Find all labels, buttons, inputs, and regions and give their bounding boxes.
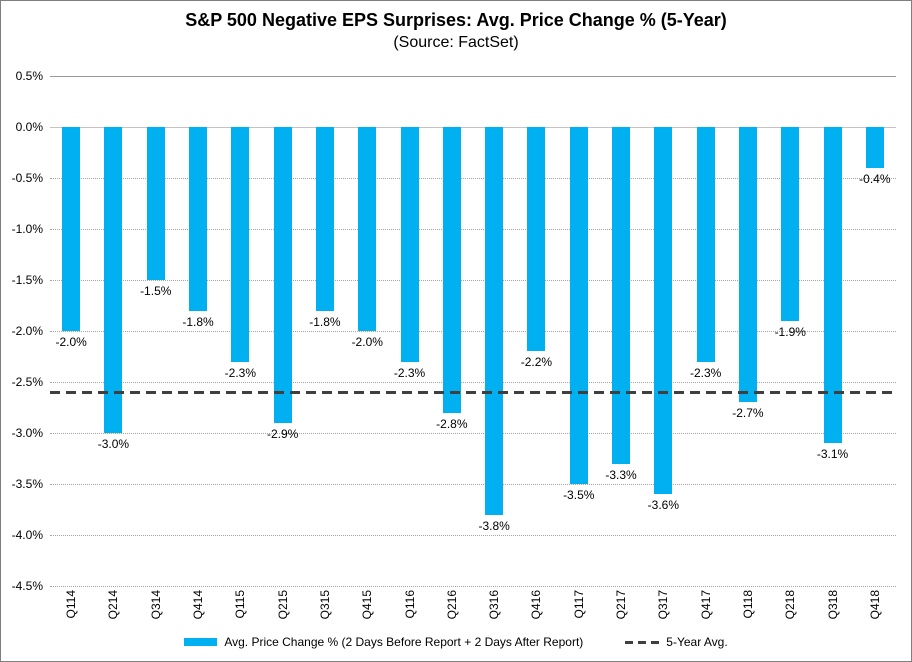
bar-value-label: -2.8% — [436, 416, 468, 431]
bar-value-label: -2.3% — [689, 365, 722, 380]
x-tick-label: Q414 — [191, 590, 206, 620]
bar — [654, 127, 673, 495]
x-tick-label: Q117 — [571, 590, 586, 619]
bar-value-label: -3.1% — [816, 447, 849, 462]
x-tick-label: Q415 — [360, 590, 375, 620]
bar-value-label: -2.9% — [266, 426, 299, 441]
bar-value-label: -1.5% — [140, 284, 172, 298]
y-gridline — [50, 331, 896, 332]
bar-value-label: -0.4% — [859, 171, 891, 186]
bar-value-label: -3.5% — [563, 488, 595, 502]
bar — [612, 127, 631, 464]
x-tick-label: Q214 — [106, 590, 121, 620]
y-gridline — [50, 229, 896, 230]
bar — [189, 127, 208, 311]
y-tick-label: -1.5% — [11, 273, 43, 287]
y-tick-label: -2.5% — [11, 375, 43, 389]
y-gridline — [50, 484, 896, 485]
y-gridline — [50, 535, 896, 536]
legend: Avg. Price Change % (2 Days Before Repor… — [1, 635, 911, 649]
y-tick-label: -1.0% — [11, 222, 43, 236]
x-tick-label: Q216 — [444, 590, 459, 620]
y-tick-label: 0.5% — [15, 69, 43, 83]
x-tick-label: Q118 — [740, 590, 755, 619]
y-gridline — [50, 382, 896, 383]
legend-line-label: 5-Year Avg. — [666, 635, 728, 649]
bar-value-label: -3.0% — [97, 437, 130, 451]
x-tick-label: Q417 — [698, 590, 713, 620]
y-gridline — [50, 433, 896, 434]
bar-value-label: -2.3% — [224, 365, 257, 380]
bar — [358, 127, 377, 331]
bar — [823, 127, 842, 444]
y-tick-label: -4.5% — [11, 579, 43, 593]
y-tick-label: -0.5% — [11, 171, 43, 185]
x-tick-label: Q215 — [275, 590, 290, 620]
chart-subtitle: (Source: FactSet) — [393, 34, 519, 51]
bar-value-label: -3.6% — [647, 498, 680, 513]
bar — [485, 127, 504, 515]
bar — [400, 127, 419, 362]
x-tick-label: Q416 — [529, 590, 544, 620]
y-gridline — [50, 280, 896, 281]
bar — [231, 127, 250, 362]
y-tick-label: -3.0% — [11, 426, 43, 440]
bar — [315, 127, 334, 311]
bar — [738, 127, 757, 403]
x-tick-label: Q217 — [614, 590, 629, 620]
bar — [527, 127, 546, 352]
bar — [696, 127, 715, 362]
y-gridline — [50, 127, 896, 128]
bar-value-label: -2.2% — [520, 355, 553, 370]
x-tick-label: Q115 — [233, 590, 248, 619]
bar-value-label: -2.0% — [55, 335, 87, 349]
x-tick-label: Q218 — [783, 590, 798, 620]
y-tick-label: -4.0% — [11, 528, 43, 542]
chart-title: S&P 500 Negative EPS Surprises: Avg. Pri… — [185, 10, 727, 30]
bar — [569, 127, 588, 484]
x-tick-label: Q314 — [148, 590, 163, 620]
y-tick-label: -2.0% — [11, 324, 43, 338]
bar — [273, 127, 292, 423]
bar — [104, 127, 123, 433]
bar — [865, 127, 884, 168]
legend-bar-label: Avg. Price Change % (2 Days Before Repor… — [224, 635, 584, 649]
bar-value-label: -3.8% — [478, 518, 510, 533]
legend-dashed-line-sample — [625, 640, 660, 644]
bar — [442, 127, 461, 413]
x-tick-label: Q317 — [656, 590, 671, 620]
x-tick-label: Q315 — [317, 590, 332, 620]
bar-value-label: -2.0% — [351, 335, 383, 349]
bar — [62, 127, 81, 331]
five-year-avg-line — [50, 390, 896, 394]
x-tick-label: Q116 — [402, 590, 417, 619]
y-tick-label: 0.0% — [15, 120, 43, 134]
bar-value-label: -1.9% — [774, 324, 806, 339]
y-tick-label: -3.5% — [11, 477, 43, 491]
x-tick-label: Q418 — [867, 590, 882, 620]
bar-value-label: -1.8% — [182, 314, 214, 329]
x-tick-label: Q114 — [64, 590, 79, 619]
bar — [781, 127, 800, 321]
x-tick-label: Q318 — [825, 590, 840, 620]
y-gridline — [50, 586, 896, 587]
bar-value-label: -2.7% — [732, 406, 764, 421]
bar — [146, 127, 165, 280]
legend-bar-swatch — [184, 638, 218, 646]
bar-value-label: -1.8% — [309, 314, 341, 329]
bar-value-label: -3.3% — [605, 467, 637, 482]
bar-value-label: -2.3% — [393, 365, 426, 380]
y-gridline — [50, 178, 896, 179]
x-tick-label: Q316 — [487, 590, 502, 620]
y-gridline — [50, 76, 896, 77]
